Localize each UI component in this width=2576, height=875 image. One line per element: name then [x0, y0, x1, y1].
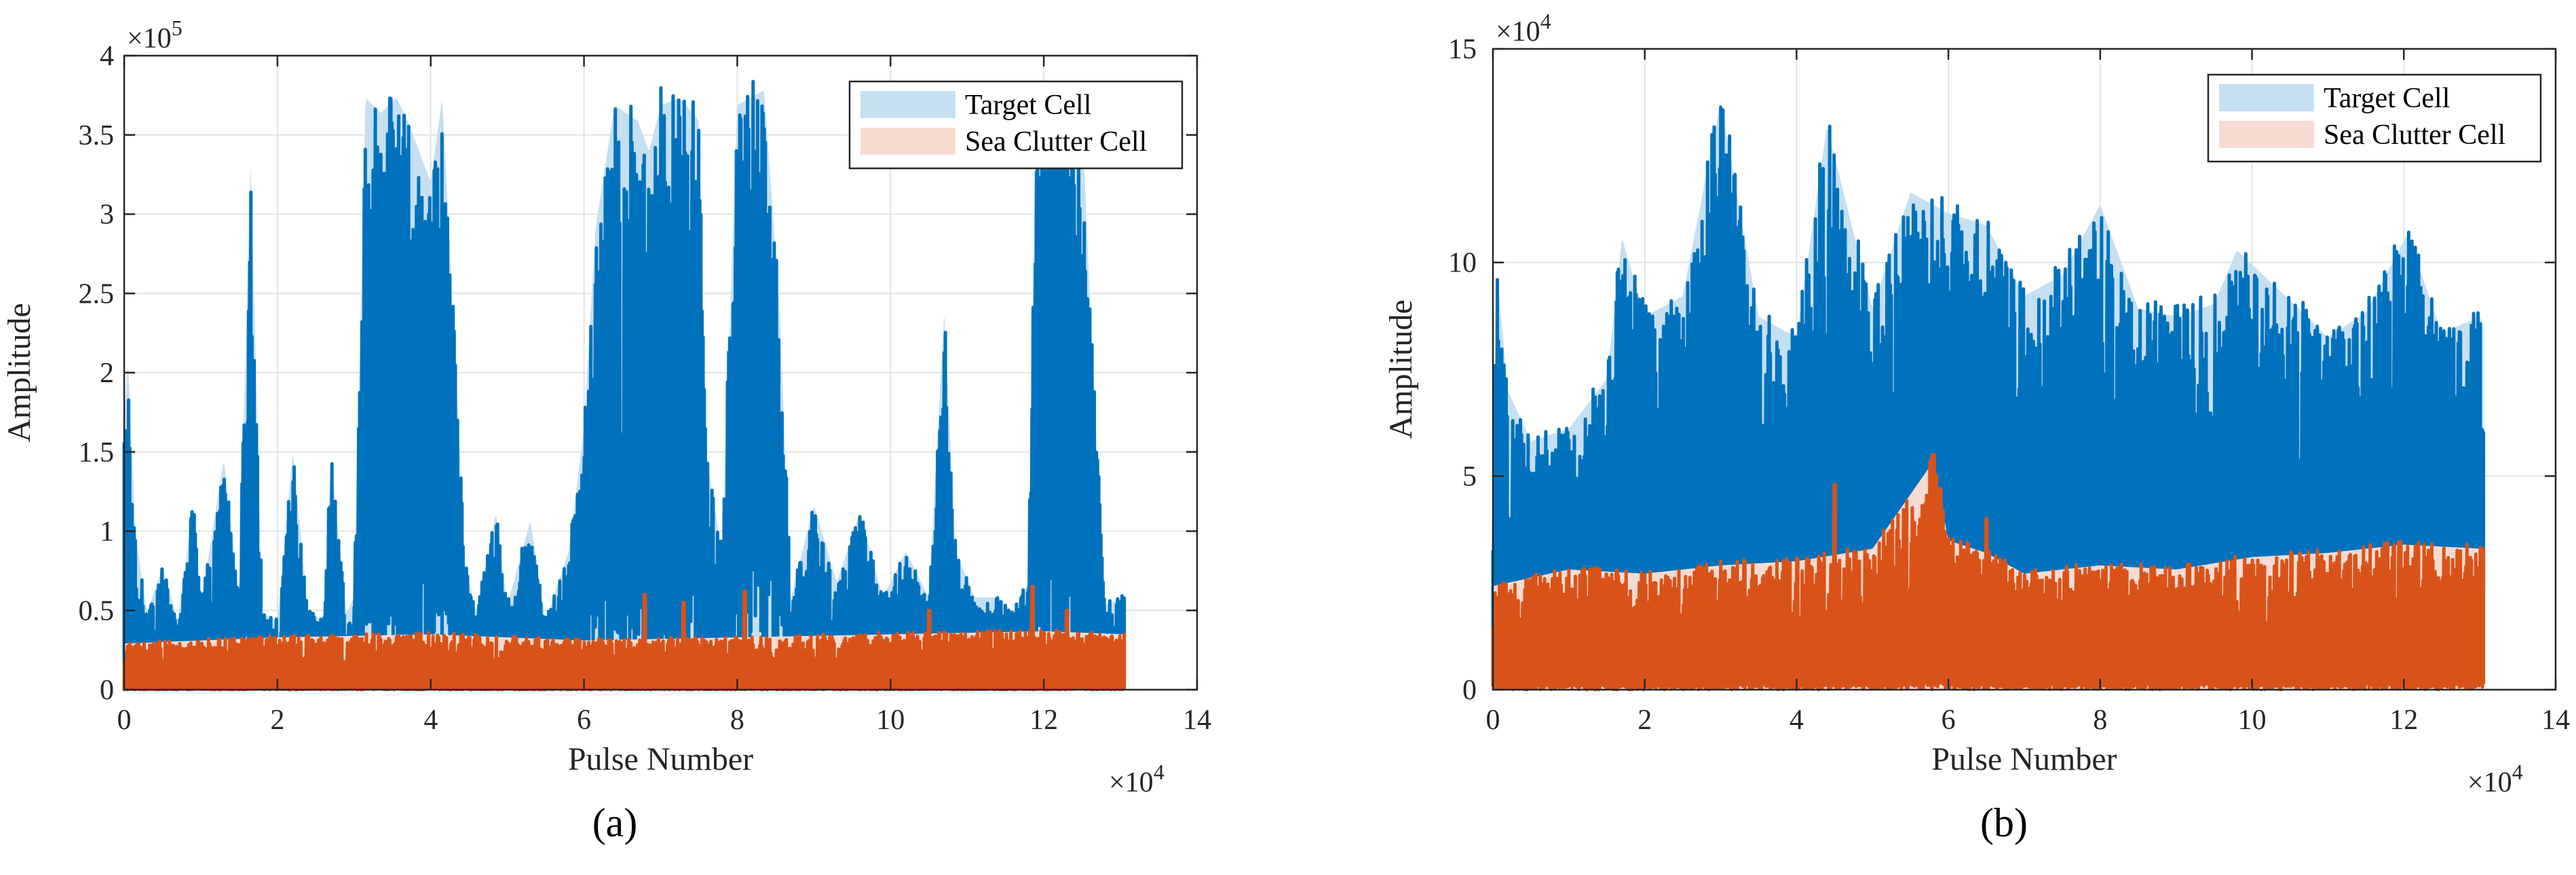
x-tick-label: 4 — [423, 705, 438, 736]
series-line-1 — [1491, 453, 2486, 692]
y-axis-multiplier: ×104 — [1496, 9, 1551, 48]
x-axis-label: Pulse Number — [1931, 741, 2117, 777]
x-tick-label: 0 — [117, 705, 132, 736]
y-tick-label: 2 — [100, 358, 114, 389]
y-tick-label: 0 — [100, 675, 114, 706]
legend-swatch-0 — [2219, 84, 2314, 111]
y-multiplier-base: ×10 — [1496, 16, 1540, 48]
legend-label-1: Sea Clutter Cell — [965, 126, 1147, 157]
legend-label-0: Target Cell — [965, 90, 1091, 121]
y-tick-label: 5 — [1462, 461, 1477, 492]
x-tick-label: 10 — [2238, 705, 2267, 736]
x-axis-multiplier: ×104 — [1109, 760, 1164, 798]
y-tick-label: 2.5 — [79, 278, 115, 310]
y-tick-label: 0.5 — [79, 595, 115, 627]
x-tick-label: 6 — [577, 705, 591, 736]
ticks: 0 2 4 6 8 10 12 14 0 5 10 15 — [1448, 34, 2570, 736]
y-tick-label: 1.5 — [79, 437, 115, 468]
x-tick-label: 2 — [1637, 705, 1652, 736]
panel-label: (b) — [1980, 800, 2028, 845]
x-multiplier-exponent: 4 — [1154, 760, 1164, 784]
x-tick-label: 14 — [1183, 705, 1211, 736]
x-tick-label: 12 — [2389, 705, 2418, 736]
x-tick-label: 0 — [1486, 705, 1500, 736]
legend: Target Cell Sea Clutter Cell — [2207, 73, 2542, 163]
x-multiplier-base: ×10 — [1109, 767, 1154, 798]
x-tick-label: 8 — [730, 705, 744, 736]
y-axis-multiplier: ×105 — [127, 16, 183, 54]
y-multiplier-exponent: 5 — [172, 16, 183, 40]
y-tick-label: 3 — [100, 200, 114, 231]
x-tick-label: 8 — [2093, 705, 2107, 736]
y-tick-label: 3.5 — [79, 120, 115, 151]
panel-label: (a) — [592, 800, 638, 845]
x-multiplier-base: ×10 — [2467, 767, 2512, 798]
x-tick-label: 6 — [1942, 705, 1956, 736]
ticks: 0 2 4 6 8 10 12 14 0 0.5 1 1.5 2 2.5 3 3.5 4 — [79, 41, 1212, 736]
legend-swatch-0 — [860, 91, 955, 118]
x-tick-label: 4 — [1789, 705, 1804, 736]
y-tick-label: 0 — [1462, 675, 1477, 706]
y-multiplier-base: ×10 — [127, 23, 172, 54]
axes-box — [1492, 48, 2557, 691]
x-multiplier-exponent: 4 — [2512, 760, 2523, 784]
series-line-1 — [122, 584, 1126, 692]
legend-label-1: Sea Clutter Cell — [2324, 119, 2505, 151]
y-tick-label: 15 — [1448, 34, 1477, 65]
x-tick-label: 14 — [2541, 705, 2570, 736]
y-tick-label: 10 — [1448, 248, 1477, 279]
legend-label-0: Target Cell — [2324, 83, 2450, 114]
y-multiplier-exponent: 4 — [1540, 9, 1551, 33]
y-tick-label: 4 — [100, 41, 114, 72]
panel-a: 0 2 4 6 8 10 12 1400.511.522.533.54×105×104Puls… — [1, 16, 1211, 845]
x-tick-label: 12 — [1029, 705, 1058, 736]
legend: Target Cell Sea Clutter Cell — [848, 80, 1183, 170]
plot-area — [1491, 102, 2486, 692]
x-axis-multiplier: ×104 — [2467, 760, 2523, 798]
y-axis-label: Amplitude — [1, 303, 37, 442]
x-axis-label: Pulse Number — [568, 741, 753, 777]
plot-area — [122, 79, 1126, 692]
legend-swatch-1 — [2219, 121, 2314, 148]
y-axis-label: Amplitude — [1383, 299, 1419, 439]
legend-swatch-1 — [860, 128, 955, 155]
x-tick-label: 10 — [876, 705, 905, 736]
y-tick-label: 1 — [100, 517, 114, 548]
x-tick-label: 2 — [270, 705, 284, 736]
